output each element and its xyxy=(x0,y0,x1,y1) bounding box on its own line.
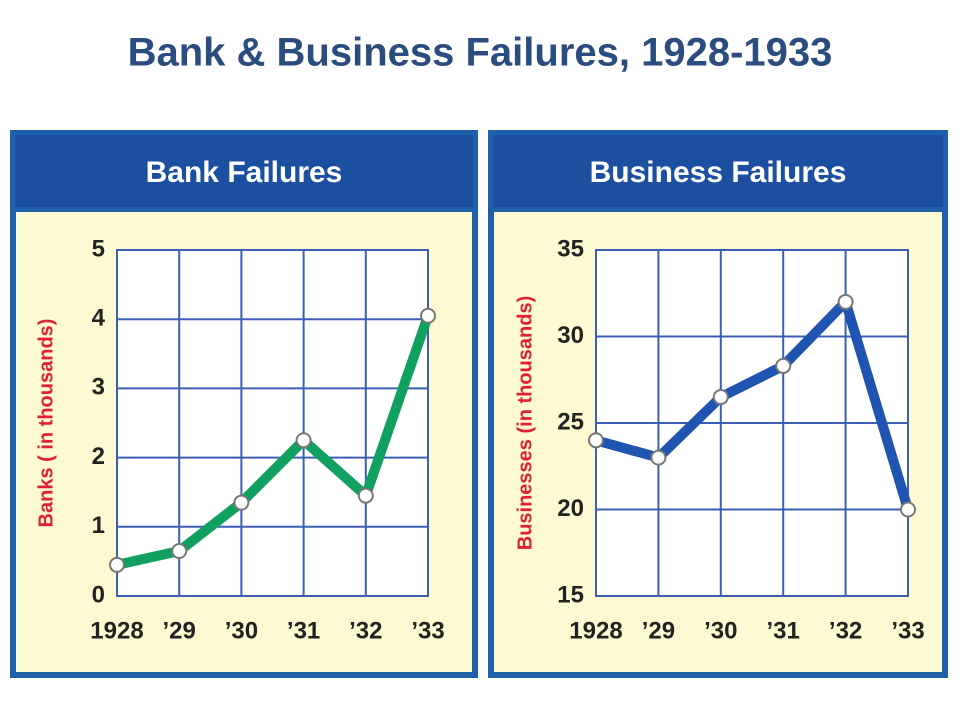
y-tick-label: 4 xyxy=(92,305,106,332)
y-axis-label: Businesses (in thousands) xyxy=(514,296,536,551)
data-point xyxy=(712,389,729,406)
x-tick-label: ’31 xyxy=(287,617,320,644)
y-axis-label: Banks ( in thousands) xyxy=(35,319,57,528)
y-tick-label: 0 xyxy=(92,581,105,608)
panel-header xyxy=(15,135,473,207)
x-tick-label: ’30 xyxy=(225,617,258,644)
x-tick-label: ’29 xyxy=(163,617,196,644)
data-point xyxy=(233,494,250,511)
y-tick-label: 25 xyxy=(557,408,584,435)
x-tick-label: 1928 xyxy=(90,617,143,644)
data-point xyxy=(109,556,125,573)
panel-header xyxy=(493,135,943,207)
data-point xyxy=(900,501,916,518)
y-tick-label: 1 xyxy=(92,512,105,539)
data-point xyxy=(650,449,667,466)
x-tick-label: ’30 xyxy=(704,617,737,644)
plot-area xyxy=(116,249,429,597)
x-tick-label: ’29 xyxy=(642,617,675,644)
x-tick-label: 1928 xyxy=(569,617,622,644)
y-tick-label: 15 xyxy=(557,581,584,608)
x-tick-label: ’32 xyxy=(349,617,382,644)
chart-title: Business Failures xyxy=(590,156,847,189)
data-point xyxy=(588,432,604,449)
x-tick-label: ’33 xyxy=(411,617,444,644)
chart-title: Bank Failures xyxy=(146,156,343,189)
data-point xyxy=(295,432,312,449)
data-point xyxy=(837,293,854,310)
chart-panel: Business Failures Businesses (in thousand… xyxy=(488,130,948,678)
y-tick-label: 35 xyxy=(557,235,584,262)
y-tick-label: 20 xyxy=(557,495,584,522)
data-line xyxy=(594,296,913,511)
slide-title: Bank & Business Failures, 1928-1933 xyxy=(128,31,833,75)
x-tick-label: ’33 xyxy=(891,617,924,644)
data-point xyxy=(357,487,374,504)
x-tick-label: ’31 xyxy=(767,617,800,644)
x-tick-label: ’32 xyxy=(829,617,862,644)
y-tick-label: 5 xyxy=(92,235,105,262)
data-point xyxy=(171,543,188,560)
chart-panel: Bank Failures Banks ( in thousands) 0 1 2 3 4 5… xyxy=(10,130,478,678)
data-line xyxy=(115,314,433,570)
data-point xyxy=(420,307,436,324)
y-tick-label: 2 xyxy=(92,443,105,470)
y-tick-label: 3 xyxy=(92,374,105,401)
data-point xyxy=(775,357,792,374)
y-tick-label: 30 xyxy=(557,322,584,349)
